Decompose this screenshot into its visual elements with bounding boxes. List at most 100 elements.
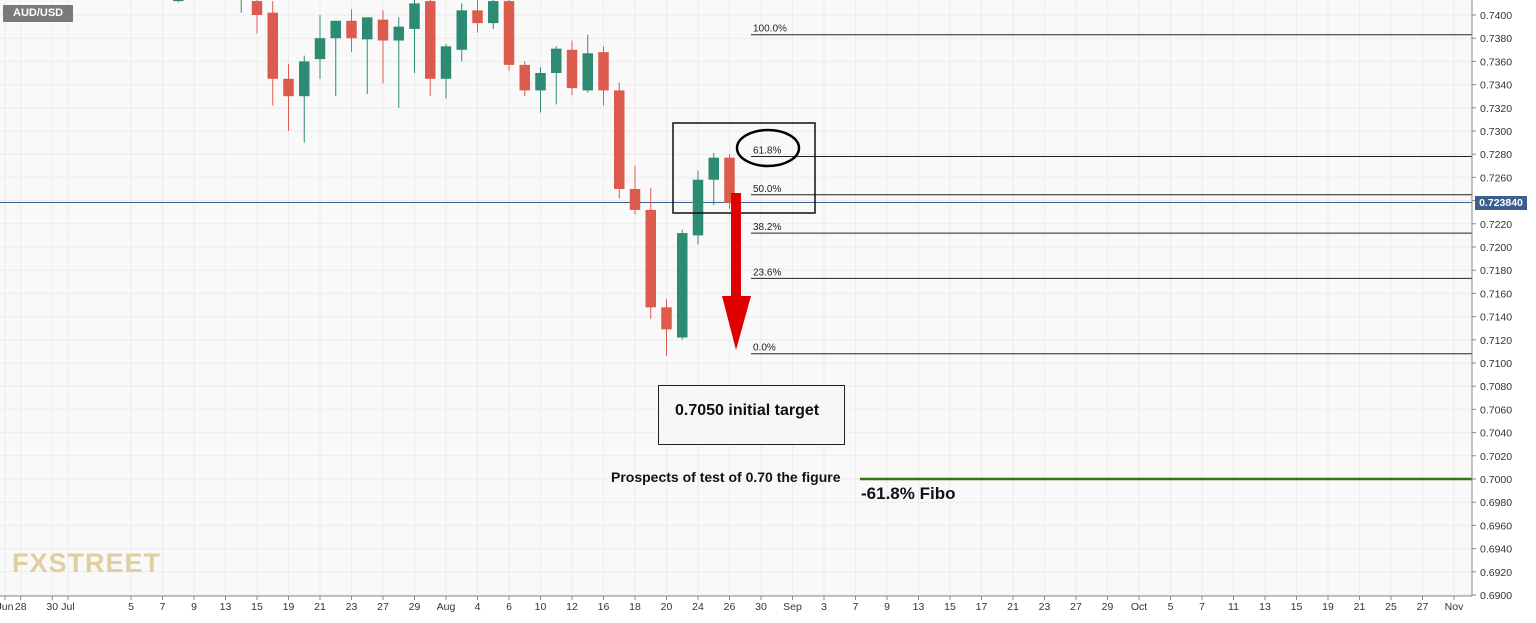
- fib-level-label: 50.0%: [753, 184, 781, 195]
- y-tick-label: 0.7260: [1480, 172, 1512, 184]
- candle-body: [645, 209, 656, 308]
- bullish-candle: [677, 229, 688, 340]
- highlight-ellipse: [735, 128, 801, 168]
- candle-body: [330, 20, 341, 39]
- bullish-candle: [314, 15, 326, 79]
- arrow-head: [722, 296, 751, 350]
- x-tick-label: 11: [1228, 601, 1239, 613]
- y-tick-label: 0.6920: [1480, 567, 1512, 579]
- x-tick-label: 21: [1354, 601, 1366, 613]
- x-tick-label: 21: [314, 601, 326, 613]
- candle-body: [393, 26, 404, 41]
- x-tick-label: 27: [377, 601, 389, 613]
- x-tick-label: 15: [1291, 601, 1303, 613]
- x-tick-label: 30: [755, 601, 767, 613]
- y-tick-label: 0.7040: [1480, 428, 1512, 440]
- y-tick-label: 0.7120: [1480, 335, 1512, 347]
- x-tick-label: Jun: [0, 601, 14, 613]
- y-tick-label: 0.7140: [1480, 312, 1512, 324]
- fib-level-label: 0.0%: [753, 343, 776, 354]
- bullish-candle: [393, 17, 404, 108]
- candle-body: [598, 52, 609, 91]
- bullish-candle: [582, 34, 593, 93]
- candle-body: [409, 3, 420, 29]
- x-tick-label: 15: [251, 601, 263, 613]
- x-tick-label: 10: [535, 601, 547, 613]
- bearish-candle: [346, 9, 357, 53]
- bullish-candle: [173, 0, 184, 3]
- symbol-label: AUD/USD: [3, 5, 74, 22]
- bearish-candle: [472, 0, 483, 33]
- candle-body: [503, 1, 515, 65]
- candle-body: [535, 73, 546, 91]
- y-tick-label: 0.7340: [1480, 80, 1512, 92]
- candle-body: [299, 61, 310, 97]
- x-tick-label: 25: [1385, 601, 1397, 613]
- x-tick-label: 18: [629, 601, 641, 613]
- x-tick-label: 7: [1199, 601, 1205, 613]
- axes: 0.7400 0.7380 0.7360 0.7340 0.7320 0.7300 0.72…: [0, 0, 1512, 613]
- x-tick-label: 13: [1259, 601, 1271, 613]
- bullish-candle: [708, 153, 719, 206]
- candle-body: [456, 10, 467, 50]
- target-annotation-text: 0.7050 initial target: [675, 402, 820, 419]
- bullish-candle: [456, 3, 467, 62]
- candle-body: [551, 48, 562, 73]
- x-tick-label: 21: [1007, 601, 1019, 613]
- bearish-candle: [503, 0, 515, 71]
- y-tick-label: 0.7000: [1480, 474, 1512, 486]
- y-tick-label: 0.7220: [1480, 219, 1512, 231]
- x-tick-label: 12: [566, 601, 578, 613]
- fib-level-label: 23.6%: [753, 267, 781, 278]
- target-annotation-box: 0.7050 initial target: [658, 385, 845, 445]
- annotation-overlay: [672, 122, 816, 350]
- x-tick-label: 29: [1102, 601, 1114, 613]
- arrow-shaft: [731, 193, 741, 297]
- candlestick-series: [173, 0, 735, 357]
- y-tick-label: 0.7080: [1480, 381, 1512, 393]
- x-tick-label: 29: [409, 601, 421, 613]
- y-tick-label: 0.7280: [1480, 149, 1512, 161]
- x-tick-label: 9: [884, 601, 890, 613]
- fibo-extension-label: -61.8% Fibo: [861, 484, 956, 503]
- candle-body: [519, 64, 530, 91]
- y-tick-label: 0.7180: [1480, 265, 1512, 277]
- candle-body: [677, 233, 688, 338]
- bearish-candle: [598, 46, 609, 106]
- x-tick-label: 23: [346, 601, 358, 613]
- candle-body: [629, 189, 641, 210]
- y-tick-label: 0.7360: [1480, 56, 1512, 68]
- x-tick-label: 19: [1322, 601, 1334, 613]
- y-tick-label: 0.6980: [1480, 497, 1512, 509]
- x-tick-label: 27: [1417, 601, 1429, 613]
- x-tick-label: 24: [692, 601, 704, 613]
- bullish-candle: [535, 67, 546, 113]
- x-tick-label: 13: [913, 601, 925, 613]
- x-tick-label: 27: [1070, 601, 1082, 613]
- x-tick-label: 15: [944, 601, 956, 613]
- x-tick-label: Oct: [1131, 601, 1147, 613]
- x-tick-label: 26: [724, 601, 736, 613]
- bearish-candle: [645, 187, 656, 319]
- bearish-candle: [661, 299, 672, 357]
- bearish-candle: [267, 1, 278, 106]
- bearish-candle: [377, 10, 389, 84]
- fibonacci-retracement: 100.0% 61.8% 50.0% 38.2% 23.6% 0.0%: [0, 24, 1472, 481]
- x-tick-label: 6: [506, 601, 512, 613]
- candle-body: [346, 20, 357, 39]
- candle-body: [440, 46, 452, 79]
- x-tick-label: 17: [976, 601, 988, 613]
- candle-body: [488, 1, 499, 24]
- candle-body: [566, 49, 578, 89]
- bullish-candle: [488, 0, 499, 29]
- bearish-candle: [283, 63, 294, 131]
- x-tick-label: 7: [160, 601, 166, 613]
- bearish-candle: [425, 0, 436, 97]
- x-tick-label: 9: [191, 601, 197, 613]
- y-tick-label: 0.7020: [1480, 451, 1512, 463]
- bullish-candle: [362, 17, 373, 94]
- y-tick-label: 0.7100: [1480, 358, 1512, 370]
- x-tick-label: Nov: [1445, 601, 1464, 613]
- bearish-candle: [724, 154, 735, 209]
